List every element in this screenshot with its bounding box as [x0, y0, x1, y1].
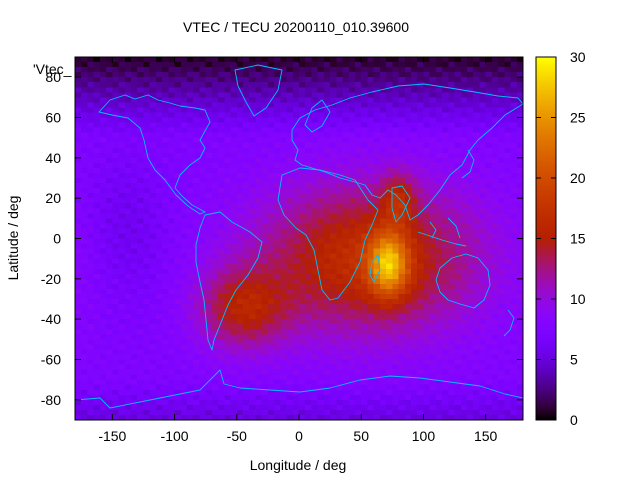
coastline-africa: [277, 167, 379, 301]
colorbar-tick-label: 10: [570, 291, 586, 307]
y-tick-label: 40: [45, 150, 61, 166]
x-tick-label: 0: [295, 428, 303, 444]
x-tick-label: 150: [474, 428, 498, 444]
colorbar-tick-label: 25: [570, 110, 586, 126]
colorbar-tick-label: 20: [570, 170, 586, 186]
y-axis: -80 -60 -40 -20 0 20 40 60 80: [41, 69, 523, 408]
y-axis-label: Latitude / deg: [5, 196, 21, 281]
colorbar-tick-label: 30: [570, 49, 586, 65]
x-tick-label: -150: [98, 428, 126, 444]
x-tick-label: -50: [227, 428, 247, 444]
coastline-eurasia: [291, 83, 523, 221]
colorbar: 0 5 10 15 20 25 30: [535, 49, 586, 428]
colorbar-tick-label: 15: [570, 231, 586, 247]
y-tick-label: -20: [41, 271, 61, 287]
colorbar-gradient: [536, 57, 556, 420]
x-tick-label: 100: [412, 428, 436, 444]
x-tick-label: -100: [161, 428, 189, 444]
x-tick-label: 50: [353, 428, 369, 444]
coastline-new-zealand: [503, 309, 515, 337]
y-tick-label: -80: [41, 392, 61, 408]
coastline-north-america: [98, 94, 211, 215]
coastline-scandinavia: [304, 99, 331, 133]
colorbar-tick-label: 0: [570, 412, 578, 428]
coastline-greenland: [234, 64, 283, 117]
coastline-japan: [461, 149, 475, 179]
colorbar-ticks: 0 5 10 15 20 25 30: [536, 49, 586, 428]
legend-label: 'Vtec_: [33, 61, 72, 77]
coastline-south-america: [195, 211, 263, 351]
y-tick-label: -60: [41, 352, 61, 368]
heatmap: [75, 57, 523, 420]
coastlines: [75, 64, 523, 409]
x-axis: -150 -100 -50 0 50 100 150: [98, 57, 498, 444]
coastline-antarctica: [75, 369, 523, 409]
coastline-india: [391, 185, 411, 223]
coastline-australia: [435, 253, 491, 309]
coastline-indonesia: [417, 217, 467, 247]
coastline-madagascar: [369, 254, 381, 283]
y-tick-label: 60: [45, 110, 61, 126]
colorbar-tick-label: 5: [570, 352, 578, 368]
y-tick-label: -40: [41, 311, 61, 327]
vtec-heatmap-image: [75, 57, 523, 420]
y-tick-label: 20: [45, 190, 61, 206]
chart-title: VTEC / TECU 20200110_010.39600: [183, 19, 409, 35]
y-tick-label: 0: [53, 231, 61, 247]
x-axis-label: Longitude / deg: [250, 457, 347, 473]
y-tick-label: 80: [45, 69, 61, 85]
